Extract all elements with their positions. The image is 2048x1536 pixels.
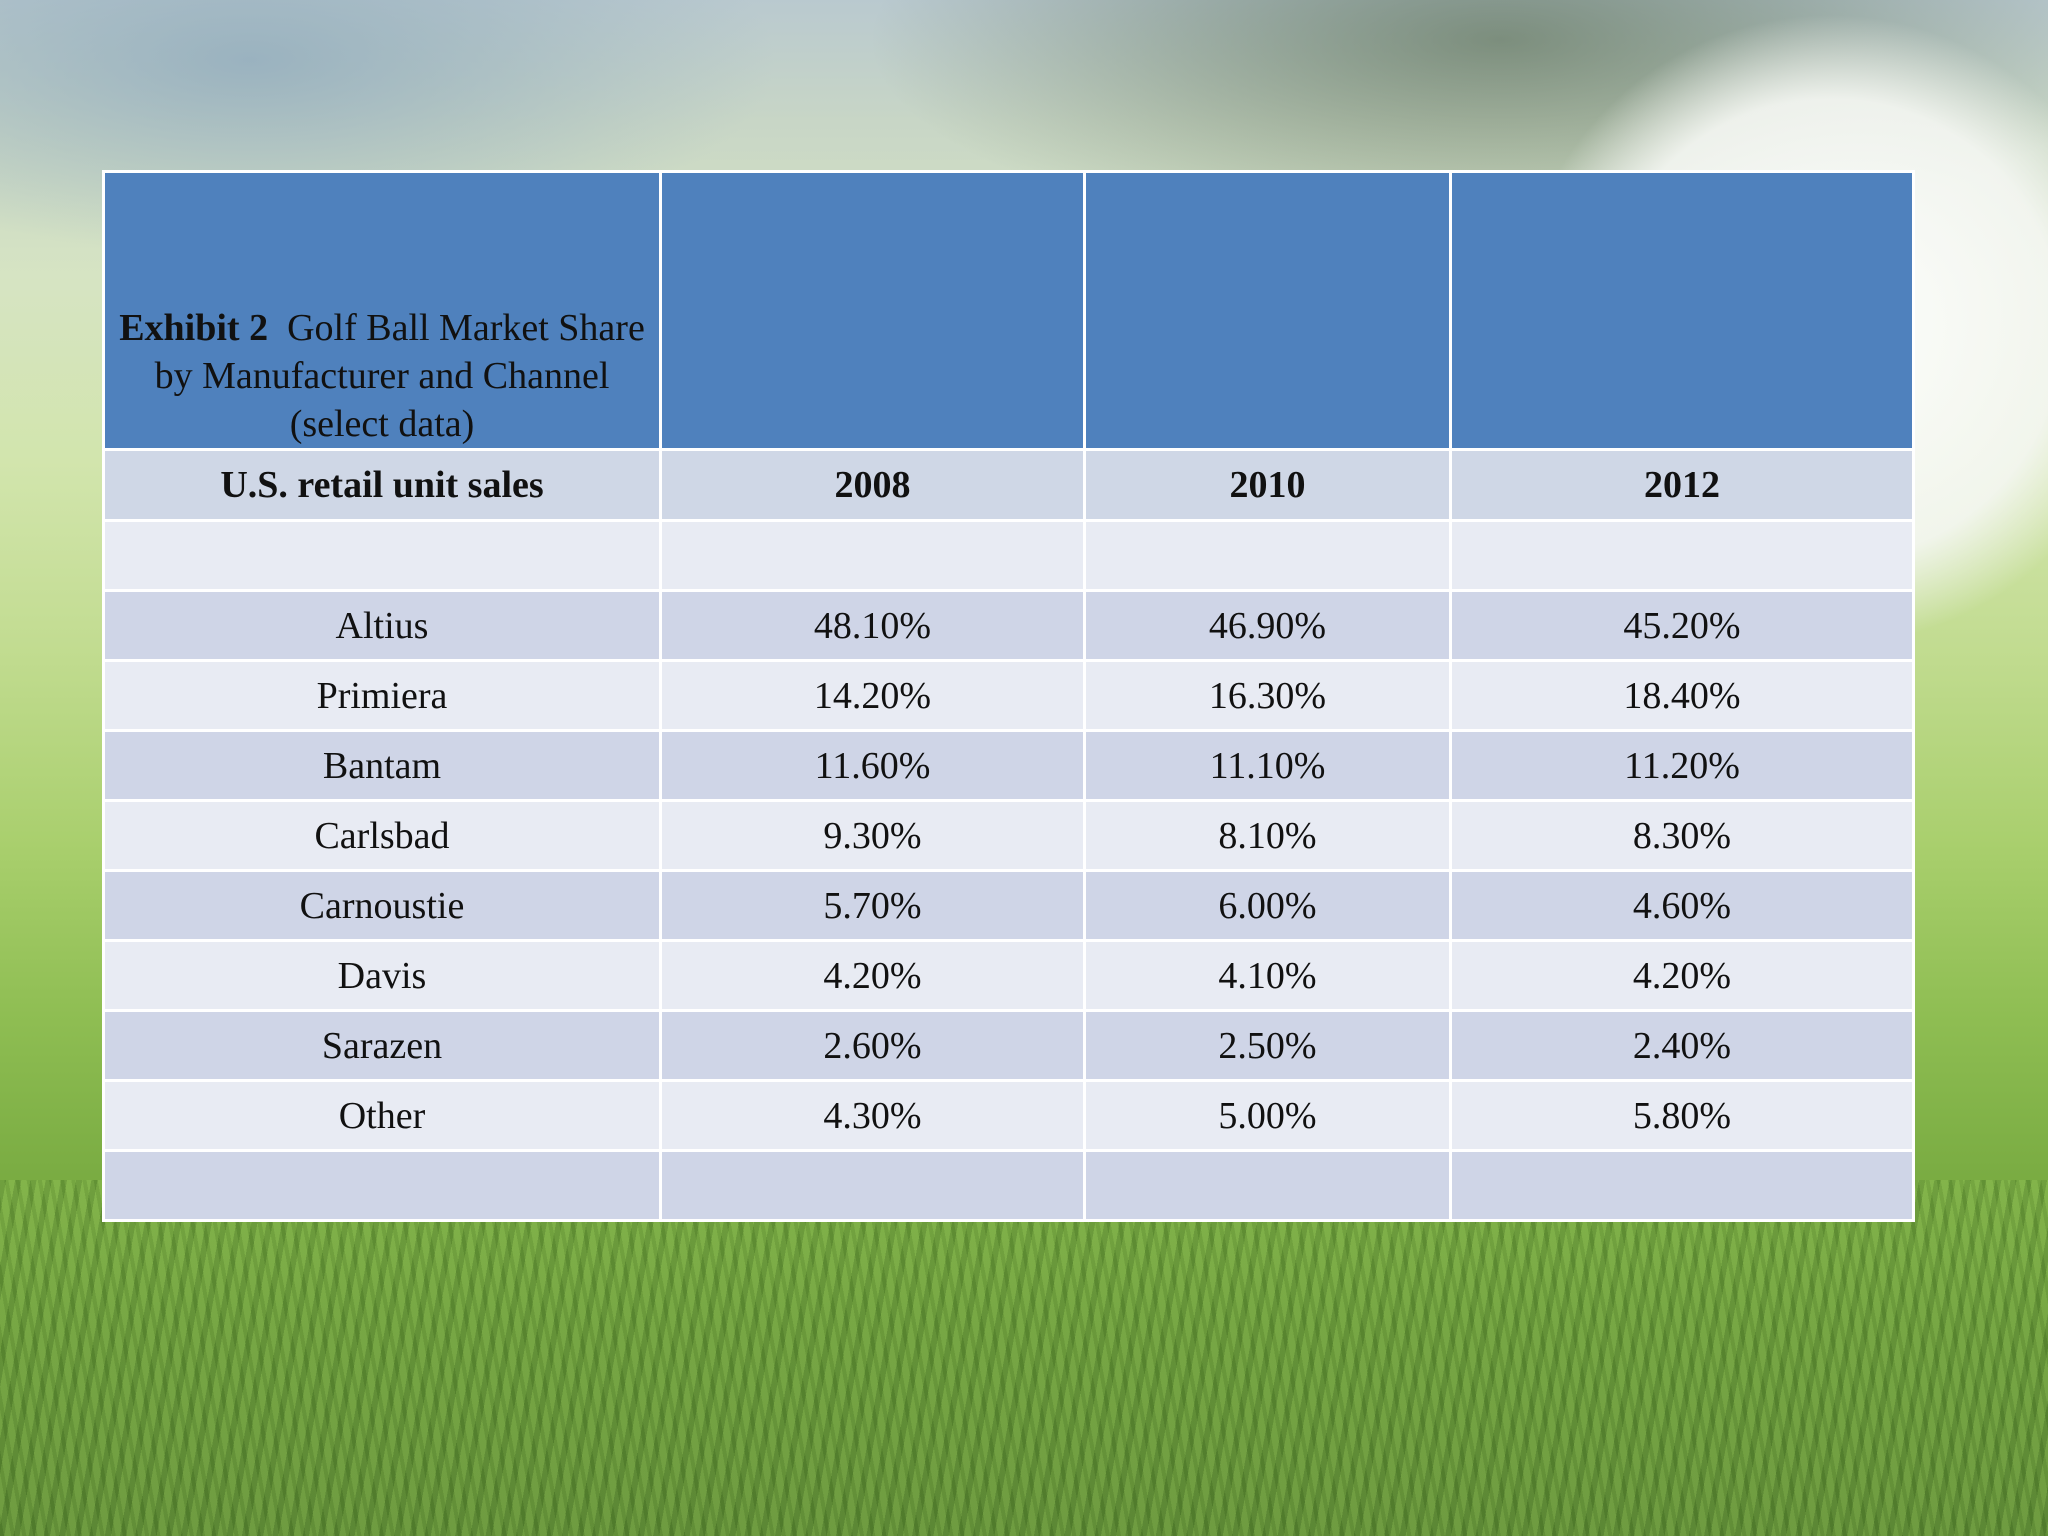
share-value: 5.70% [659, 869, 1086, 942]
table-row: Davis 4.20% 4.10% 4.20% [102, 939, 1915, 1012]
manufacturer-name: Primiera [102, 659, 662, 732]
empty-cell [1083, 519, 1452, 592]
share-value: 48.10% [659, 589, 1086, 662]
share-value: 4.30% [659, 1079, 1086, 1152]
share-value: 2.50% [1083, 1009, 1452, 1082]
share-value: 8.10% [1083, 799, 1452, 872]
share-value: 16.30% [1083, 659, 1452, 732]
share-value: 18.40% [1449, 659, 1915, 732]
share-value: 14.20% [659, 659, 1086, 732]
market-share-table: Exhibit 2 Golf Ball Market Share by Manu… [102, 170, 1915, 1222]
manufacturer-name: Carlsbad [102, 799, 662, 872]
empty-cell [659, 1149, 1086, 1222]
table-row: Carnoustie 5.70% 6.00% 4.60% [102, 869, 1915, 942]
table-row: Other 4.30% 5.00% 5.80% [102, 1079, 1915, 1152]
column-header-year: 2008 [659, 448, 1086, 522]
share-value: 5.80% [1449, 1079, 1915, 1152]
title-empty-cell [1083, 170, 1452, 451]
title-empty-cell [659, 170, 1086, 451]
empty-cell [1083, 1149, 1452, 1222]
exhibit-title: Golf Ball Market Share by Manufacturer a… [154, 307, 645, 445]
share-value: 11.20% [1449, 729, 1915, 802]
table-row: Altius 48.10% 46.90% 45.20% [102, 589, 1915, 662]
column-header-year: 2010 [1083, 448, 1452, 522]
spacer-row [102, 1149, 1915, 1222]
manufacturer-name: Carnoustie [102, 869, 662, 942]
manufacturer-name: Bantam [102, 729, 662, 802]
manufacturer-name: Davis [102, 939, 662, 1012]
share-value: 11.60% [659, 729, 1086, 802]
table-row: Sarazen 2.60% 2.50% 2.40% [102, 1009, 1915, 1082]
share-value: 4.60% [1449, 869, 1915, 942]
share-value: 4.20% [659, 939, 1086, 1012]
empty-cell [659, 519, 1086, 592]
manufacturer-name: Other [102, 1079, 662, 1152]
spacer-row [102, 519, 1915, 592]
share-value: 8.30% [1449, 799, 1915, 872]
share-value: 4.20% [1449, 939, 1915, 1012]
title-empty-cell [1449, 170, 1915, 451]
manufacturer-name: Sarazen [102, 1009, 662, 1082]
empty-cell [1449, 1149, 1915, 1222]
share-value: 5.00% [1083, 1079, 1452, 1152]
share-value: 45.20% [1449, 589, 1915, 662]
column-header-year: 2012 [1449, 448, 1915, 522]
exhibit-label: Exhibit 2 [119, 307, 269, 349]
manufacturer-name: Altius [102, 589, 662, 662]
share-value: 4.10% [1083, 939, 1452, 1012]
header-row: U.S. retail unit sales 2008 2010 2012 [102, 448, 1915, 522]
share-value: 11.10% [1083, 729, 1452, 802]
share-value: 2.60% [659, 1009, 1086, 1082]
table-row: Carlsbad 9.30% 8.10% 8.30% [102, 799, 1915, 872]
column-header-label: U.S. retail unit sales [102, 448, 662, 522]
share-value: 9.30% [659, 799, 1086, 872]
share-value: 6.00% [1083, 869, 1452, 942]
table-row: Bantam 11.60% 11.10% 11.20% [102, 729, 1915, 802]
exhibit-title-cell: Exhibit 2 Golf Ball Market Share by Manu… [102, 170, 662, 451]
empty-cell [102, 1149, 662, 1222]
table-row: Primiera 14.20% 16.30% 18.40% [102, 659, 1915, 732]
grass-background [0, 1180, 2048, 1536]
empty-cell [102, 519, 662, 592]
share-value: 46.90% [1083, 589, 1452, 662]
share-value: 2.40% [1449, 1009, 1915, 1082]
empty-cell [1449, 519, 1915, 592]
title-row: Exhibit 2 Golf Ball Market Share by Manu… [102, 170, 1915, 451]
